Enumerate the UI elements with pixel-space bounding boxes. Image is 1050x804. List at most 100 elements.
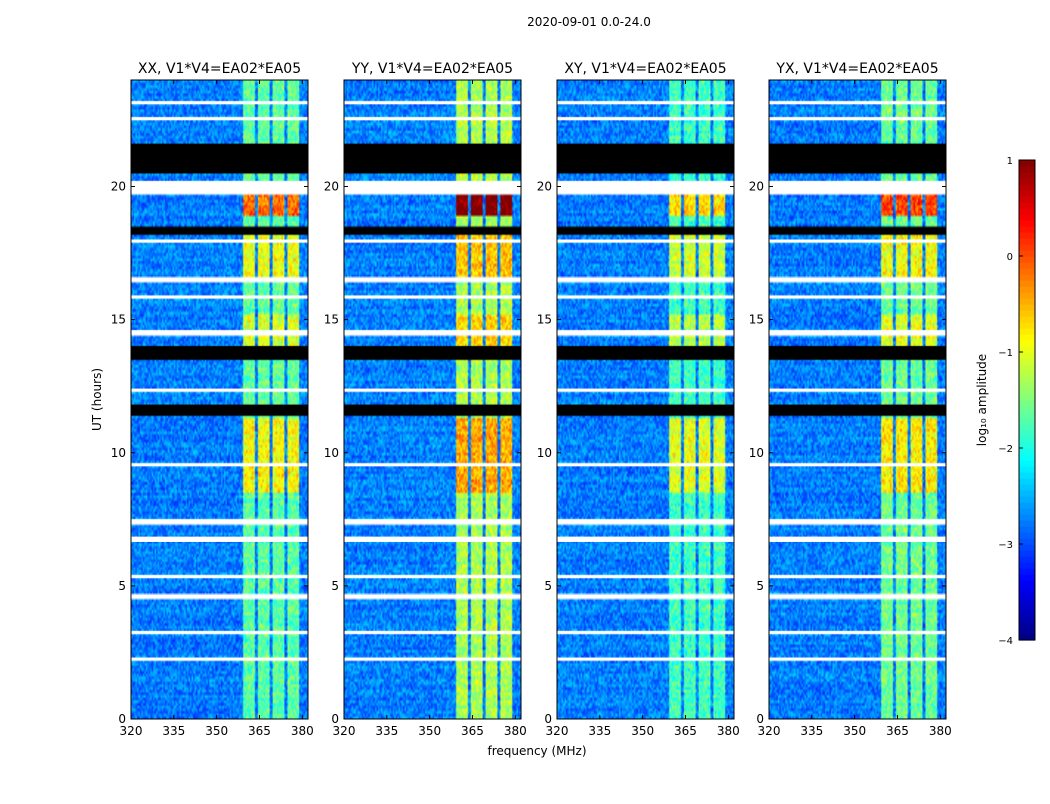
x-tick-label: 380 — [291, 724, 314, 738]
axes-frame — [768, 79, 947, 720]
colorbar-segment — [1019, 196, 1035, 203]
colorbar-segment — [1019, 484, 1035, 491]
black-flag-stripe — [131, 227, 308, 235]
y-tick-label: 0 — [544, 712, 552, 726]
colorbar-segment — [1019, 526, 1035, 533]
white-flag-stripe — [344, 519, 521, 524]
colorbar-segment — [1019, 556, 1035, 563]
colorbar-segment — [1019, 352, 1035, 359]
panel-title: XY, V1*V4=EA02*EA05 — [564, 61, 726, 77]
colorbar: 1 0 −1 −2 −3 −4 log₁₀ amplitude — [975, 156, 1036, 647]
colorbar-segment — [1019, 592, 1035, 599]
y-tick-label: 15 — [324, 313, 339, 327]
x-tick-label: 335 — [800, 724, 823, 738]
black-flag-stripe — [131, 404, 308, 416]
white-flag-stripe — [344, 187, 521, 194]
white-flag-stripe — [131, 631, 308, 634]
white-flag-stripe — [131, 519, 308, 524]
colorbar-segment — [1019, 268, 1035, 275]
y-tick-label: 20 — [111, 180, 126, 194]
colorbar-segment — [1019, 580, 1035, 587]
colorbar-tick-label: −4 — [998, 636, 1013, 647]
white-flag-stripe — [557, 388, 734, 392]
white-flag-stripe — [769, 536, 946, 542]
white-flag-stripe — [769, 519, 946, 524]
colorbar-segment — [1019, 190, 1035, 197]
white-flag-stripe — [557, 519, 734, 524]
colorbar-segment — [1019, 172, 1035, 179]
x-tick-label: 335 — [162, 724, 185, 738]
axes-frame — [130, 79, 309, 720]
x-tick-label: 335 — [375, 724, 398, 738]
white-flag-stripe — [131, 536, 308, 542]
y-tick-label: 15 — [537, 313, 552, 327]
colorbar-frame — [1018, 159, 1036, 641]
y-tick-label: 10 — [111, 446, 126, 460]
colorbar-segment — [1019, 334, 1035, 341]
white-flag-stripe — [131, 187, 308, 194]
white-flag-stripe — [557, 278, 734, 282]
colorbar-segment — [1019, 628, 1035, 635]
x-tick-label: 380 — [717, 724, 740, 738]
colorbar-segment — [1019, 622, 1035, 629]
axes-frame — [343, 79, 522, 720]
black-flag-stripe — [344, 346, 521, 360]
colorbar-segment — [1019, 562, 1035, 569]
white-flag-stripe — [131, 239, 308, 243]
colorbar-segment — [1019, 436, 1035, 443]
colorbar-tick-label: 1 — [1007, 156, 1013, 167]
white-flag-stripe — [769, 575, 946, 578]
colorbar-segment — [1019, 298, 1035, 305]
colorbar-segment — [1019, 232, 1035, 239]
colorbar-segment — [1019, 472, 1035, 479]
panel-1: 320 335 350 365 380 0 5 10 15 20 XX, V1*V4=EA02*EA… — [90, 61, 314, 738]
white-flag-stripe — [344, 181, 521, 186]
white-flag-stripe — [131, 181, 308, 186]
colorbar-segment — [1019, 508, 1035, 515]
y-tick-label: 5 — [544, 579, 552, 593]
y-axis-label: UT (hours) — [90, 368, 104, 431]
white-flag-stripe — [557, 187, 734, 194]
y-tick-label: 5 — [118, 579, 126, 593]
colorbar-tick-label: −3 — [998, 540, 1013, 551]
white-flag-stripe — [557, 575, 734, 578]
black-flag-stripe — [557, 143, 734, 174]
black-flag-stripe — [769, 346, 946, 360]
colorbar-segment — [1019, 418, 1035, 425]
colorbar-segment — [1019, 514, 1035, 521]
colorbar-tick-label: 0 — [1007, 252, 1013, 263]
white-flag-stripe — [769, 101, 946, 104]
y-tick-label: 15 — [111, 313, 126, 327]
white-flag-stripe — [557, 595, 734, 598]
white-flag-stripe — [769, 657, 946, 661]
x-tick-label: 365 — [248, 724, 271, 738]
axes-frame — [556, 79, 735, 720]
white-flag-stripe — [557, 536, 734, 542]
colorbar-segment — [1019, 502, 1035, 509]
colorbar-segment — [1019, 328, 1035, 335]
colorbar-segment — [1019, 520, 1035, 527]
white-flag-stripe — [557, 463, 734, 467]
colorbar-segment — [1019, 340, 1035, 347]
panels-group: 320 335 350 365 380 0 5 10 15 20 XX, V1*V4=EA02*EA… — [90, 61, 952, 758]
black-flag-stripe — [344, 227, 521, 235]
colorbar-segment — [1019, 370, 1035, 377]
colorbar-segment — [1019, 634, 1035, 641]
colorbar-segment — [1019, 394, 1035, 401]
white-flag-stripe — [344, 330, 521, 335]
white-flag-stripe — [131, 117, 308, 120]
black-flag-stripe — [557, 404, 734, 416]
colorbar-segment — [1019, 256, 1035, 263]
x-tick-label: 320 — [546, 724, 569, 738]
colorbar-segment — [1019, 226, 1035, 233]
white-flag-stripe — [769, 239, 946, 243]
x-tick-label: 350 — [418, 724, 441, 738]
white-flag-stripe — [557, 631, 734, 634]
colorbar-tick-label: −1 — [998, 348, 1013, 359]
colorbar-segment — [1019, 388, 1035, 395]
y-tick-label: 5 — [331, 579, 339, 593]
white-flag-stripe — [344, 101, 521, 104]
colorbar-segment — [1019, 280, 1035, 287]
colorbar-segment — [1019, 538, 1035, 545]
